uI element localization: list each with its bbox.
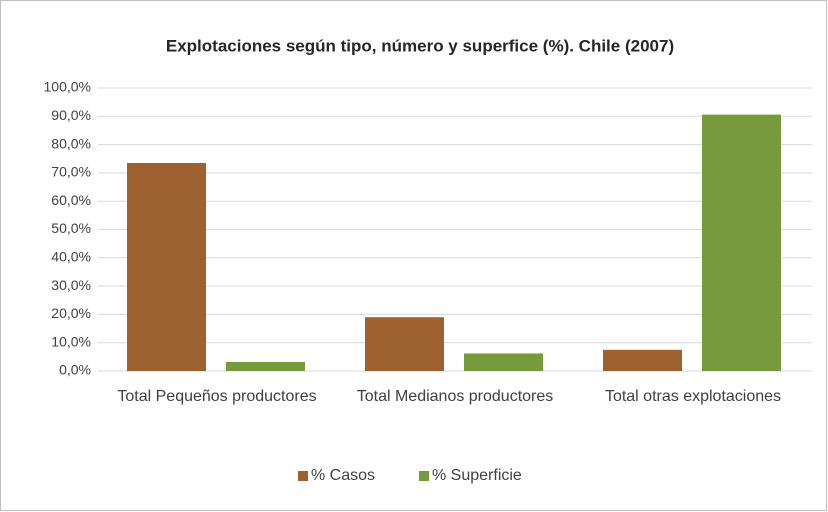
legend-swatch: [419, 471, 429, 481]
x-tick-label: Total otras explotaciones: [604, 388, 782, 405]
y-tick-label: 70,0%: [51, 164, 91, 180]
y-tick-label: 50,0%: [51, 220, 91, 236]
y-tick-label: 80,0%: [51, 135, 91, 151]
x-tick-label: Total Medianos productores: [356, 388, 554, 405]
x-tick-label: Total Pequeños productores: [117, 388, 317, 405]
bar: [702, 114, 781, 372]
legend-swatch: [298, 471, 308, 481]
chart-title: Explotaciones según tipo, número y super…: [166, 36, 674, 55]
y-tick-label: 10,0%: [51, 333, 91, 349]
y-tick-label: 0,0%: [59, 362, 91, 378]
y-tick-label: 100,0%: [44, 79, 91, 95]
bar: [127, 162, 206, 371]
legend-label: % Superficie: [432, 467, 522, 484]
legend-label: % Casos: [311, 467, 375, 484]
bar: [603, 349, 682, 371]
bar: [226, 361, 305, 371]
bar: [365, 317, 444, 371]
y-tick-label: 30,0%: [51, 277, 91, 293]
bar: [464, 353, 543, 371]
y-tick-label: 90,0%: [51, 107, 91, 123]
y-tick-label: 20,0%: [51, 305, 91, 321]
y-tick-label: 60,0%: [51, 192, 91, 208]
y-tick-label: 40,0%: [51, 249, 91, 265]
